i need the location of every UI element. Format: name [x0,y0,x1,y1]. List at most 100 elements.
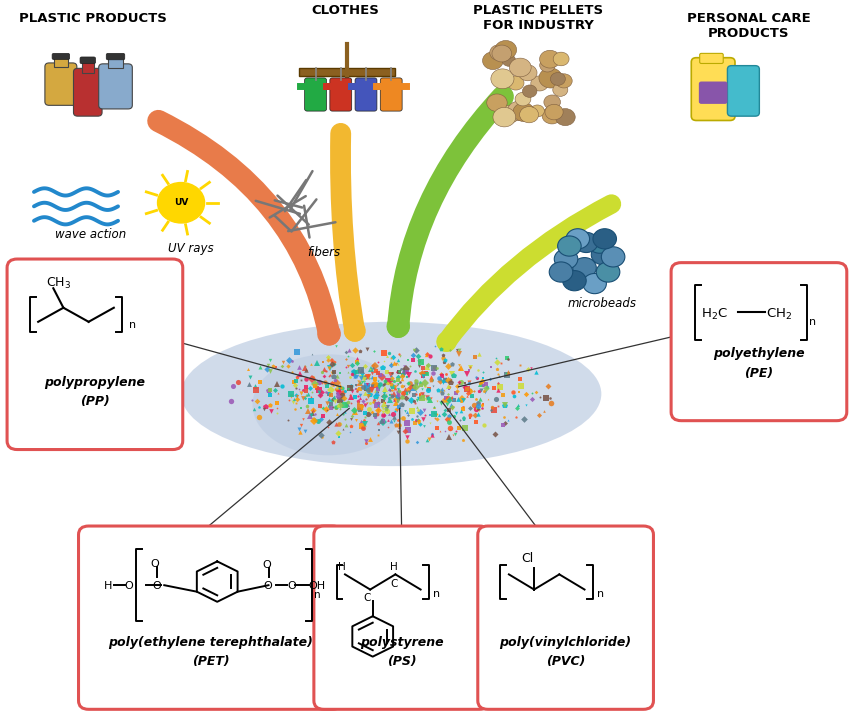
Circle shape [487,94,507,111]
Text: CH$_3$: CH$_3$ [46,276,71,291]
Ellipse shape [181,322,601,466]
Circle shape [507,101,530,120]
FancyBboxPatch shape [108,58,122,68]
Circle shape [540,59,555,72]
Circle shape [530,105,544,117]
FancyBboxPatch shape [478,526,654,709]
Circle shape [566,228,590,249]
FancyBboxPatch shape [80,57,95,64]
Circle shape [492,45,512,62]
Circle shape [483,52,503,69]
Circle shape [518,65,537,81]
Circle shape [157,182,205,223]
Text: (PE): (PE) [745,367,774,380]
Text: H: H [390,562,398,572]
Circle shape [490,69,514,89]
Circle shape [554,249,578,269]
Text: n: n [314,590,320,600]
FancyBboxPatch shape [45,63,76,106]
Circle shape [523,85,537,98]
Circle shape [499,106,519,123]
Text: O: O [263,560,271,570]
FancyBboxPatch shape [106,54,125,60]
Circle shape [552,83,568,96]
Ellipse shape [252,354,404,455]
Circle shape [550,72,565,85]
FancyBboxPatch shape [330,78,352,111]
Circle shape [555,108,575,126]
Text: Cl: Cl [522,552,534,565]
Circle shape [519,106,539,123]
Circle shape [593,228,616,249]
Text: O: O [264,581,272,591]
Text: n: n [434,589,440,599]
Circle shape [542,107,562,124]
Text: PLASTIC PRODUCTS: PLASTIC PRODUCTS [19,12,167,25]
Circle shape [563,270,586,291]
Text: O: O [152,581,162,591]
Circle shape [507,76,524,90]
FancyBboxPatch shape [54,57,68,67]
Circle shape [545,104,563,120]
FancyBboxPatch shape [99,64,133,109]
Text: polystyrene: polystyrene [360,636,444,649]
Text: CLOTHES: CLOTHES [311,4,379,17]
Text: n: n [129,320,136,330]
Text: H$_2$C: H$_2$C [700,307,728,322]
FancyBboxPatch shape [314,526,490,709]
Text: UV rays: UV rays [168,242,214,255]
Circle shape [540,51,560,68]
Text: fibers: fibers [307,246,340,259]
FancyBboxPatch shape [672,262,847,421]
Circle shape [495,40,517,59]
Circle shape [515,93,531,106]
Circle shape [490,45,508,61]
Text: OH: OH [309,581,326,591]
Circle shape [544,95,560,109]
Text: n: n [809,317,816,328]
Bar [298,68,395,77]
Circle shape [539,68,562,88]
Circle shape [597,262,620,282]
FancyBboxPatch shape [78,526,343,709]
Circle shape [558,236,581,256]
Circle shape [575,232,598,252]
Circle shape [601,247,625,267]
Text: PERSONAL CARE
PRODUCTS: PERSONAL CARE PRODUCTS [687,12,810,40]
Text: CH$_2$: CH$_2$ [766,307,792,322]
FancyBboxPatch shape [7,259,183,450]
Circle shape [573,257,597,278]
Circle shape [549,262,573,282]
FancyBboxPatch shape [304,78,326,111]
Text: poly(vinylchloride): poly(vinylchloride) [500,636,632,649]
FancyBboxPatch shape [691,58,735,121]
Circle shape [592,244,615,265]
Circle shape [513,103,535,121]
FancyBboxPatch shape [700,54,723,64]
FancyBboxPatch shape [73,69,102,116]
Text: H: H [104,581,112,591]
Text: O: O [287,581,296,591]
Text: wave action: wave action [55,228,127,241]
FancyBboxPatch shape [728,66,759,116]
Circle shape [509,58,531,77]
Circle shape [583,273,606,294]
FancyBboxPatch shape [380,78,402,111]
Text: n: n [598,589,604,599]
Text: (PVC): (PVC) [546,655,586,668]
Circle shape [556,74,572,88]
Text: UV: UV [174,198,188,208]
Text: poly(ethylene terephthalate): poly(ethylene terephthalate) [108,636,313,649]
Circle shape [502,55,516,67]
FancyBboxPatch shape [52,54,70,59]
Text: H: H [338,562,346,572]
Text: polypropylene: polypropylene [44,376,145,389]
Text: O: O [150,559,159,569]
Text: PLASTIC PELLETS
FOR INDUSTRY: PLASTIC PELLETS FOR INDUSTRY [473,4,604,33]
FancyBboxPatch shape [699,82,728,104]
Text: microbeads: microbeads [568,296,637,309]
Text: polyethylene: polyethylene [713,347,805,360]
Circle shape [553,52,570,66]
Text: (PP): (PP) [80,395,110,408]
Circle shape [493,108,516,127]
